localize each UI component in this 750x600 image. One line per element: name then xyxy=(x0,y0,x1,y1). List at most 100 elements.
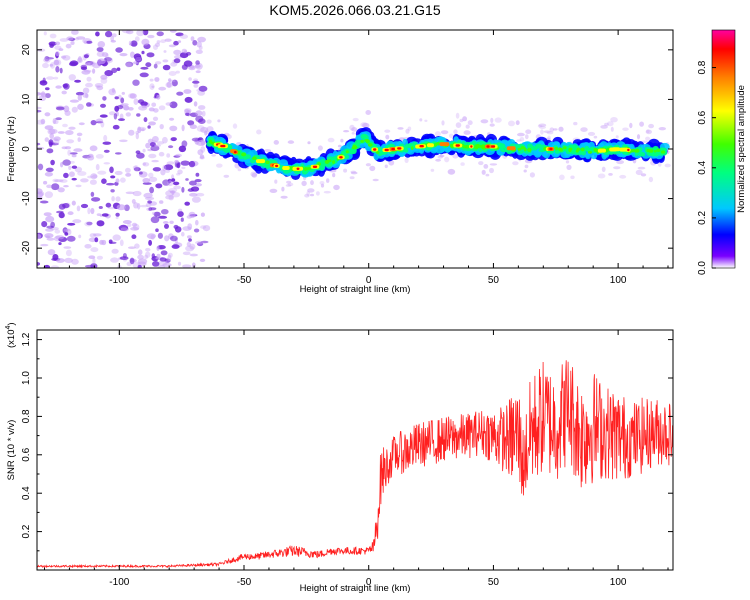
halo-speckle xyxy=(307,141,311,145)
noise-speckle xyxy=(177,40,182,43)
noise-speckle xyxy=(43,57,51,63)
halo-speckle xyxy=(349,176,355,180)
halo-speckle xyxy=(301,180,307,187)
noise-speckle xyxy=(97,58,106,65)
noise-speckle xyxy=(127,223,132,227)
noise-speckle xyxy=(168,188,178,193)
noise-speckle xyxy=(195,240,204,245)
halo-speckle xyxy=(237,168,242,172)
noise-speckle xyxy=(159,257,167,262)
noise-speckle xyxy=(58,242,62,246)
noise-speckle xyxy=(55,51,60,57)
noise-speckle xyxy=(176,91,184,96)
snr-plot-frame xyxy=(36,329,674,571)
noise-speckle xyxy=(132,79,140,86)
noise-speckle xyxy=(78,234,82,239)
halo-speckle xyxy=(467,120,473,126)
noise-speckle xyxy=(168,71,177,76)
halo-speckle xyxy=(362,122,370,129)
noise-speckle xyxy=(134,36,140,42)
noise-speckle xyxy=(194,179,202,183)
noise-speckle xyxy=(185,178,189,181)
ridge-core xyxy=(439,142,450,147)
noise-speckle xyxy=(110,257,119,263)
noise-speckle xyxy=(137,249,143,255)
noise-speckle xyxy=(49,33,57,39)
ridge-core xyxy=(255,159,266,164)
noise-speckle xyxy=(55,235,65,240)
ridge-blob xyxy=(631,148,636,153)
noise-speckle xyxy=(187,235,192,239)
halo-speckle xyxy=(529,172,536,178)
halo-speckle xyxy=(604,122,609,126)
ridge-blob xyxy=(568,147,572,153)
noise-speckle xyxy=(77,57,83,63)
halo-speckle xyxy=(309,193,315,197)
noise-speckle xyxy=(159,124,164,130)
noise-speckle xyxy=(177,211,184,217)
noise-speckle xyxy=(164,235,170,242)
noise-speckle xyxy=(37,92,41,96)
noise-speckle xyxy=(64,232,69,236)
halo-speckle xyxy=(608,173,613,176)
colorbar-gradient xyxy=(711,29,736,269)
ridge-blob xyxy=(464,144,470,149)
noise-speckle xyxy=(187,120,195,126)
noise-speckle xyxy=(37,142,41,146)
noise-speckle xyxy=(167,254,172,262)
noise-speckle xyxy=(125,61,134,67)
noise-speckle xyxy=(125,191,135,195)
ridge-core-peak xyxy=(486,145,490,148)
noise-speckle xyxy=(189,180,197,186)
noise-speckle xyxy=(58,212,65,219)
noise-speckle xyxy=(69,152,78,155)
halo-speckle xyxy=(251,172,258,178)
noise-speckle xyxy=(65,43,72,49)
halo-speckle xyxy=(430,168,435,172)
ridge-blob xyxy=(360,139,364,143)
noise-speckle xyxy=(162,179,171,186)
noise-speckle xyxy=(125,112,131,117)
noise-speckle xyxy=(158,151,165,157)
snr-multiplier-exp: 4 xyxy=(5,326,12,330)
noise-speckle xyxy=(71,200,76,206)
halo-speckle xyxy=(462,116,467,122)
noise-speckle xyxy=(58,203,66,210)
noise-speckle xyxy=(173,58,181,64)
noise-speckle xyxy=(140,101,148,107)
halo-speckle xyxy=(269,188,278,193)
ridge-blob xyxy=(586,147,593,152)
noise-speckle xyxy=(89,145,98,152)
noise-speckle xyxy=(111,196,115,202)
noise-speckle xyxy=(71,106,78,113)
noise-speckle xyxy=(96,255,103,260)
noise-speckle xyxy=(86,76,92,82)
snr-series-line xyxy=(37,360,673,569)
noise-speckle xyxy=(90,191,95,197)
noise-speckle xyxy=(183,60,193,67)
noise-speckle xyxy=(137,126,142,134)
noise-speckle xyxy=(111,67,118,74)
halo-speckle xyxy=(664,163,671,168)
halo-speckle xyxy=(573,121,578,126)
noise-speckle xyxy=(135,55,143,63)
halo-speckle xyxy=(287,140,295,144)
ridge-blob xyxy=(660,147,667,152)
noise-speckle xyxy=(76,132,83,137)
noise-speckle xyxy=(135,56,142,62)
halo-speckle xyxy=(566,164,572,170)
noise-speckle xyxy=(62,83,68,89)
noise-speckle xyxy=(169,117,175,121)
noise-speckle xyxy=(86,102,92,107)
noise-speckle xyxy=(139,204,149,208)
ridge-blob xyxy=(650,152,656,157)
noise-speckle xyxy=(69,99,79,103)
halo-speckle xyxy=(648,123,654,129)
ridge-blob xyxy=(523,147,527,152)
noise-speckle xyxy=(174,55,182,59)
noise-speckle xyxy=(105,202,112,208)
noise-speckle xyxy=(118,224,129,231)
noise-speckle xyxy=(175,32,184,37)
noise-speckle xyxy=(103,162,111,165)
noise-speckle xyxy=(115,212,120,217)
